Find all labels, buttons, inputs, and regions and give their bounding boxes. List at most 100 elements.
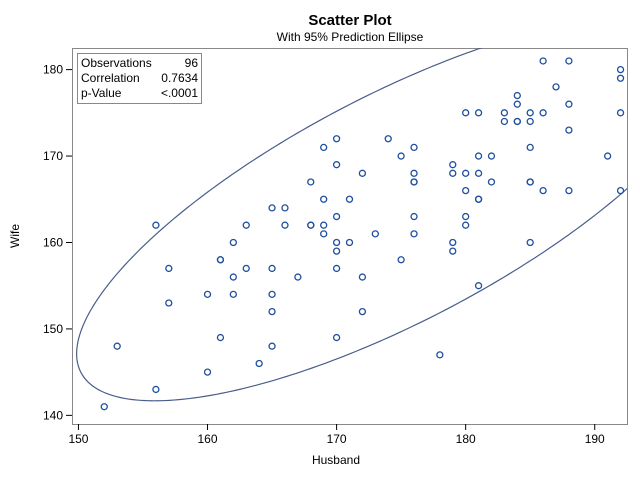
x-tick-label: 170	[327, 432, 347, 446]
data-point	[165, 299, 173, 307]
stat-label-p-value: p-Value	[81, 86, 122, 100]
data-point	[410, 178, 418, 186]
data-point	[307, 221, 315, 229]
data-point	[242, 221, 250, 229]
data-point	[513, 100, 521, 108]
data-point	[358, 273, 367, 281]
stat-value-observations: 96	[185, 56, 199, 70]
data-point	[552, 83, 560, 91]
y-tick-label: 170	[43, 149, 63, 163]
data-point	[216, 333, 225, 342]
plot-frame	[72, 48, 628, 425]
y-tick-label: 160	[43, 235, 63, 249]
data-point	[255, 359, 263, 368]
data-points-group	[100, 57, 625, 411]
data-point	[268, 204, 276, 212]
data-point	[332, 333, 341, 342]
data-point	[152, 221, 160, 229]
data-point	[229, 273, 237, 281]
data-point	[229, 238, 237, 247]
data-point	[332, 247, 341, 255]
data-point	[539, 186, 547, 195]
data-point	[513, 91, 521, 100]
data-point	[216, 256, 225, 264]
data-point	[474, 169, 483, 177]
data-point	[113, 342, 121, 350]
x-tick-label: 190	[585, 432, 605, 446]
data-point	[603, 152, 612, 160]
data-point	[500, 117, 509, 126]
data-point	[436, 351, 444, 359]
data-point	[565, 100, 573, 108]
data-point	[616, 186, 625, 195]
data-point	[345, 238, 354, 247]
data-point	[358, 307, 367, 316]
data-point	[539, 109, 547, 117]
data-point	[487, 178, 496, 186]
data-point	[358, 169, 367, 177]
data-point	[345, 195, 354, 203]
data-point	[100, 403, 108, 411]
y-tick-label: 140	[43, 408, 63, 422]
y-tick-label: 180	[43, 63, 63, 77]
data-point	[371, 230, 379, 238]
data-point	[565, 186, 573, 195]
data-point	[397, 256, 405, 264]
data-point	[462, 221, 470, 229]
data-point	[526, 143, 534, 152]
x-tick-label: 180	[456, 432, 476, 446]
data-point	[152, 385, 160, 394]
data-point	[410, 169, 418, 177]
data-point	[332, 238, 341, 247]
data-point	[449, 161, 457, 169]
data-point	[462, 109, 470, 117]
data-point	[474, 109, 483, 117]
data-point	[332, 161, 341, 169]
data-point	[462, 186, 470, 195]
data-point	[474, 195, 483, 203]
data-point	[268, 264, 276, 273]
data-point	[474, 152, 483, 160]
prediction-ellipse	[76, 48, 627, 402]
y-axis-label: Wife	[8, 224, 22, 248]
axes-group: 150 160 170 180 190 140 150 160 170 180	[43, 63, 605, 446]
prediction-ellipse-group	[76, 48, 627, 402]
data-point	[526, 238, 534, 247]
stat-value-correlation: 0.7634	[161, 71, 198, 85]
data-point	[320, 230, 328, 238]
data-point	[462, 169, 470, 177]
data-point	[281, 221, 289, 229]
data-point	[384, 135, 392, 143]
stat-value-p-value: <.0001	[161, 86, 198, 100]
data-point	[397, 152, 405, 160]
data-point	[242, 264, 250, 273]
data-point	[281, 204, 289, 212]
data-point	[165, 264, 173, 273]
data-point	[565, 57, 573, 65]
data-point	[513, 117, 521, 126]
data-point	[203, 368, 212, 376]
data-point	[332, 212, 341, 221]
data-point	[268, 342, 276, 350]
data-point	[616, 74, 625, 82]
data-point	[307, 178, 315, 186]
data-point	[410, 212, 418, 221]
x-tick-label: 150	[68, 432, 88, 446]
data-point	[332, 135, 341, 143]
data-point	[320, 143, 328, 152]
data-point	[526, 178, 534, 186]
statistics-inset-box	[77, 53, 202, 104]
data-point	[268, 307, 276, 316]
data-point	[539, 57, 547, 65]
stat-label-correlation: Correlation	[81, 71, 140, 85]
data-point	[410, 230, 418, 238]
data-point	[565, 126, 573, 134]
data-point	[449, 169, 457, 177]
data-point	[320, 221, 328, 229]
data-point	[462, 212, 470, 221]
data-point	[203, 290, 212, 298]
data-point	[410, 143, 418, 152]
data-point	[332, 264, 341, 273]
data-point	[526, 109, 534, 117]
